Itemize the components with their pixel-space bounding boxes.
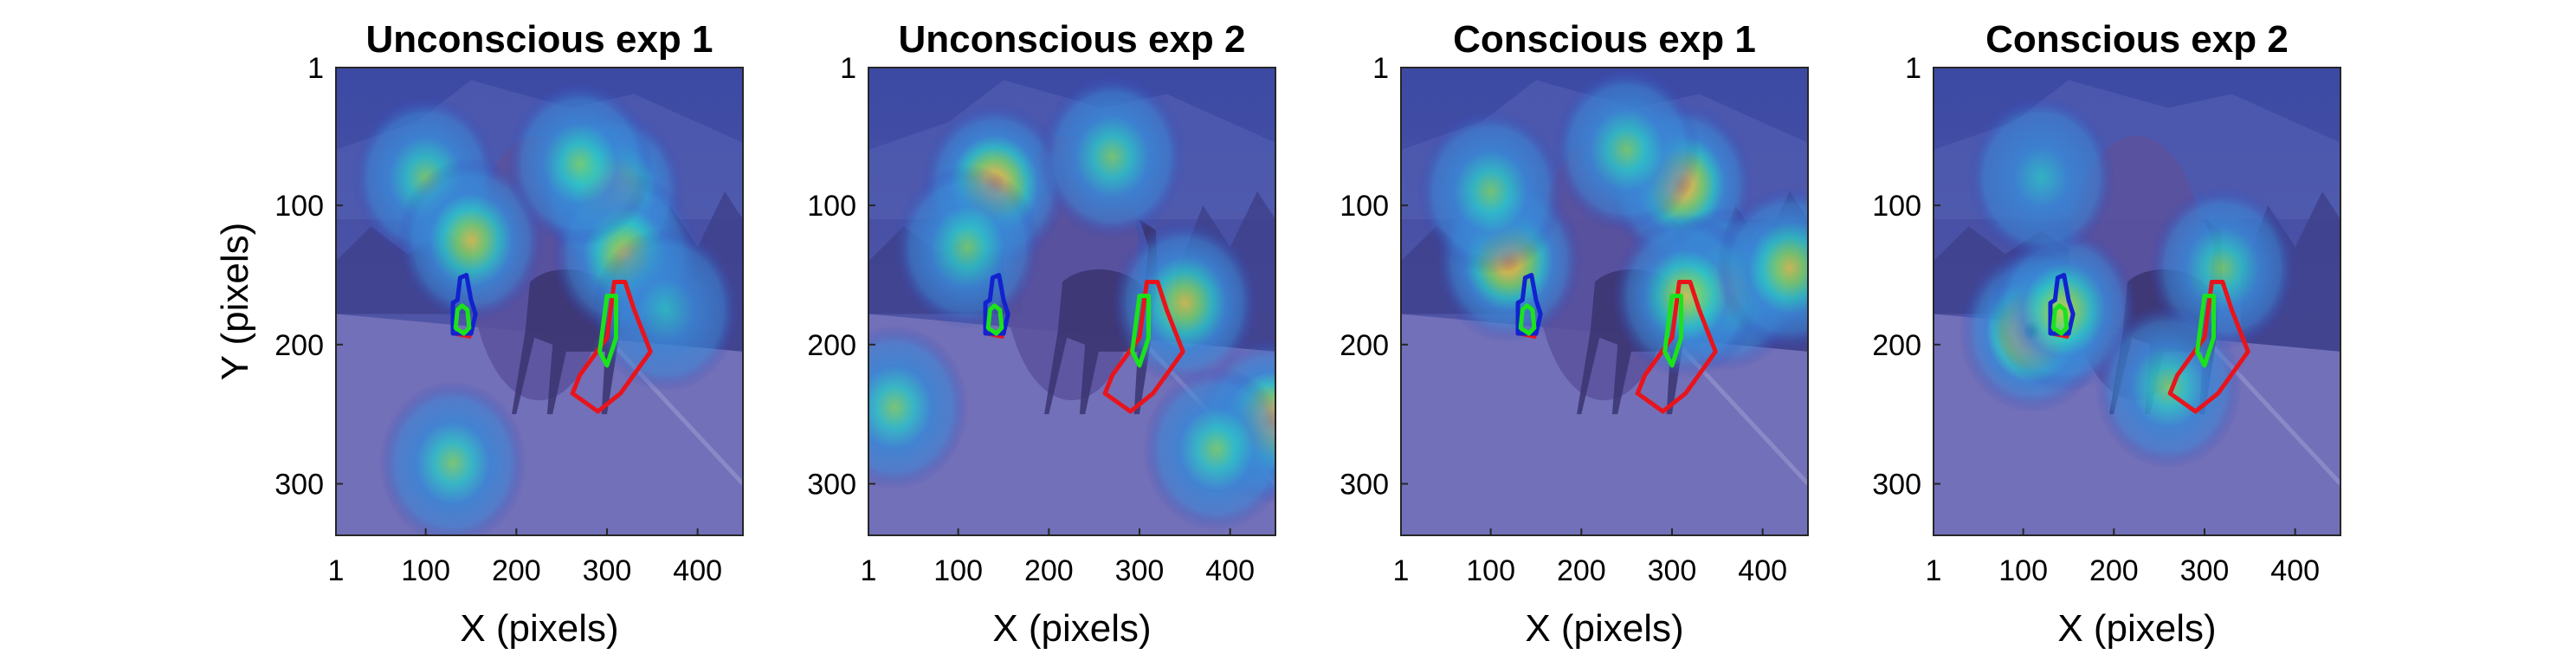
heatmap-hotspot bbox=[894, 165, 1042, 330]
roi-green-right bbox=[597, 294, 618, 368]
y-tick-label: 200 bbox=[1340, 329, 1389, 362]
x-tick-label: 1 bbox=[328, 554, 345, 587]
roi-green-left bbox=[453, 303, 472, 336]
x-tick-label: 200 bbox=[1024, 554, 1074, 587]
x-tick-label: 100 bbox=[1998, 554, 2048, 587]
x-tick-label: 200 bbox=[492, 554, 541, 587]
y-tick-label: 100 bbox=[274, 190, 324, 223]
scene bbox=[868, 68, 1275, 535]
roi-green-right bbox=[1130, 294, 1151, 368]
roi-blue bbox=[983, 273, 1010, 336]
panel-3: 1 100 200 300 400 1 100 200 300 Conscious exp 1 X … bbox=[1340, 18, 1809, 650]
x-tick-label: 1 bbox=[1393, 554, 1410, 587]
roi-green-left bbox=[985, 303, 1004, 336]
roi-red-right bbox=[1102, 280, 1185, 414]
x-tick-label: 300 bbox=[1648, 554, 1697, 587]
heatmap-hotspot bbox=[506, 81, 654, 246]
x-tick-label: 200 bbox=[2089, 554, 2139, 587]
panel-title: Unconscious exp 2 bbox=[898, 18, 1245, 61]
x-tick-label: 400 bbox=[1205, 554, 1255, 587]
x-tick-label: 300 bbox=[1115, 554, 1165, 587]
panel-title: Conscious exp 1 bbox=[1453, 18, 1756, 61]
panel-1: 1 100 200 300 400 1 100 200 300 Unconscious exp 1… bbox=[214, 18, 744, 650]
heatmap-hotspot bbox=[1142, 366, 1275, 532]
scene bbox=[1934, 68, 2340, 535]
panel-title: Unconscious exp 1 bbox=[365, 18, 713, 61]
y-tick-label: 200 bbox=[274, 329, 324, 362]
x-tick-label: 300 bbox=[2180, 554, 2230, 587]
heatmap-hotspot bbox=[1553, 68, 1701, 232]
roi-blue bbox=[1515, 273, 1543, 336]
axes-frame bbox=[868, 67, 1276, 536]
heatmap-hotspot bbox=[2095, 304, 2243, 469]
heatmap bbox=[868, 74, 1275, 532]
x-tick-label: 300 bbox=[583, 554, 632, 587]
panel-4: 1 100 200 300 400 1 100 200 300 Conscious exp 2 X … bbox=[1872, 18, 2341, 650]
roi-red-right bbox=[1635, 280, 1718, 414]
axes-frame bbox=[335, 67, 744, 536]
scene-elk bbox=[1044, 219, 1158, 415]
y-tick-label: 100 bbox=[807, 190, 856, 223]
roi-green-right bbox=[2195, 294, 2216, 368]
heatmap bbox=[352, 81, 740, 535]
x-tick-label: 100 bbox=[933, 554, 983, 587]
heatmap-hotspot bbox=[868, 325, 969, 490]
y-tick-label: 300 bbox=[274, 469, 324, 502]
roi-green-right bbox=[1662, 294, 1683, 368]
heatmap-hotspot bbox=[1716, 185, 1808, 351]
heatmap-hotspot bbox=[1038, 74, 1186, 239]
axes-frame bbox=[1933, 67, 2341, 536]
roi-blue bbox=[2048, 273, 2076, 336]
y-tick-label: 1 bbox=[1905, 52, 1921, 85]
panel-2: 1 100 200 300 400 1 100 200 300 Unconscious exp 2… bbox=[807, 18, 1276, 650]
x-tick-label: 400 bbox=[1738, 554, 1787, 587]
roi-red-right bbox=[570, 280, 653, 414]
x-tick-label: 100 bbox=[401, 554, 450, 587]
roi-red-right bbox=[2167, 280, 2250, 414]
heatmap-hotspot bbox=[1967, 94, 2115, 260]
y-tick-label: 100 bbox=[1872, 190, 1921, 223]
axes-frame bbox=[1400, 67, 1809, 536]
y-tick-label: 1 bbox=[1372, 52, 1389, 85]
x-tick-label: 100 bbox=[1466, 554, 1515, 587]
heatmap-hotspot bbox=[379, 380, 527, 535]
y-tick-label: 300 bbox=[1872, 469, 1921, 502]
y-tick-label: 1 bbox=[307, 52, 324, 85]
panels: 1 100 200 300 400 1 100 200 300 Unconscious exp 1… bbox=[214, 18, 2341, 650]
y-tick-label: 300 bbox=[1340, 469, 1389, 502]
x-axis-label: X (pixels) bbox=[992, 607, 1151, 650]
y-axis-label: Y (pixels) bbox=[214, 223, 256, 381]
roi-green-left bbox=[2050, 303, 2069, 336]
heatmap-hotspot bbox=[1417, 109, 1565, 275]
scene-elk bbox=[512, 219, 625, 415]
x-tick-label: 400 bbox=[673, 554, 722, 587]
panel-title: Conscious exp 2 bbox=[1985, 18, 2289, 61]
roi-green-left bbox=[1518, 303, 1537, 336]
heatmap bbox=[1959, 94, 2296, 469]
x-tick-label: 200 bbox=[1557, 554, 1606, 587]
scene bbox=[336, 68, 743, 535]
x-axis-label: X (pixels) bbox=[1525, 607, 1683, 650]
y-tick-label: 200 bbox=[807, 329, 856, 362]
y-tick-label: 1 bbox=[840, 52, 856, 85]
x-tick-label: 400 bbox=[2270, 554, 2320, 587]
heatmap bbox=[1417, 68, 1808, 379]
scene bbox=[1401, 68, 1808, 535]
y-tick-label: 300 bbox=[807, 469, 856, 502]
x-tick-label: 1 bbox=[1926, 554, 1942, 587]
x-axis-label: X (pixels) bbox=[460, 607, 618, 650]
x-tick-label: 1 bbox=[861, 554, 877, 587]
roi-blue bbox=[450, 273, 478, 336]
x-axis-label: X (pixels) bbox=[2057, 607, 2216, 650]
y-tick-label: 200 bbox=[1872, 329, 1921, 362]
heatmap-hotspot bbox=[397, 158, 545, 323]
heatmap-hotspot bbox=[592, 227, 740, 392]
y-tick-label: 100 bbox=[1340, 190, 1389, 223]
